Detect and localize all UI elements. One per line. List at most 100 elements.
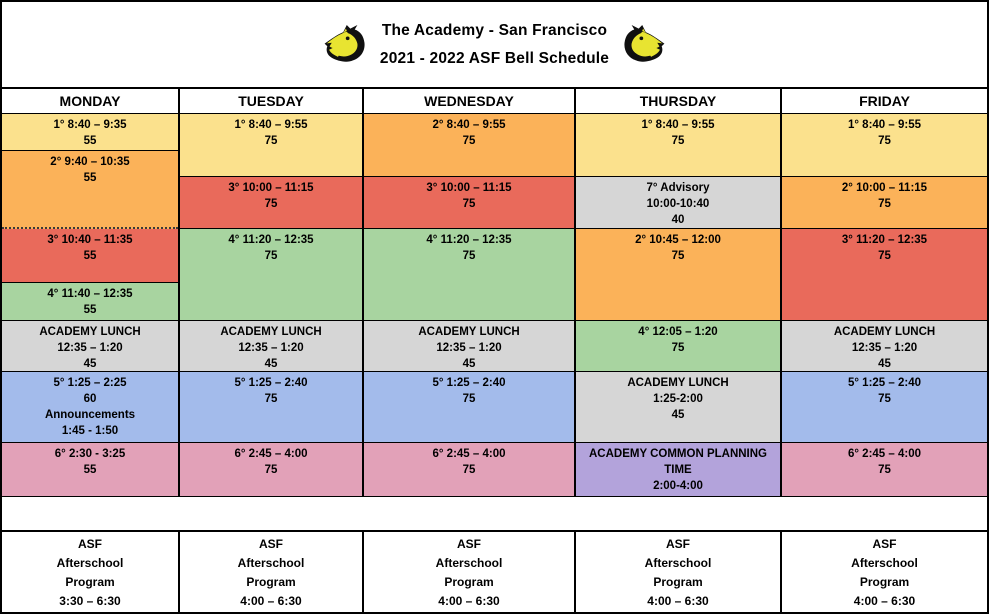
schedule-cell-friday-6: 6° 2:45 – 4:00 75 — [782, 443, 987, 497]
afterschool-line: Program — [653, 575, 703, 589]
cell-line: 75 — [878, 250, 891, 262]
cell-line: 45 — [83, 358, 97, 370]
afterschool-line: ASF — [457, 537, 481, 551]
cell-line: 10:00-10:40 — [646, 198, 710, 210]
schedule-cell-tuesday-3: 4° 11:20 – 12:35 75 — [180, 229, 362, 321]
day-column-wednesday: WEDNESDAY 2° 8:40 – 9:55 75 3° 10:00 – 11:1… — [362, 89, 574, 497]
day-header-tuesday: TUESDAY — [180, 89, 362, 114]
afterschool-cell-monday: ASF Afterschool Program 3:30 – 6:30 — [2, 532, 178, 612]
schedule-cell-tuesday-2: 3° 10:00 – 11:15 75 — [180, 177, 362, 229]
afterschool-cell-friday: ASF Afterschool Program 4:00 – 6:30 — [780, 532, 987, 612]
school-title: The Academy - San Francisco — [381, 21, 608, 39]
cell-line: 12:35 – 1:20 — [238, 342, 304, 354]
day-header-wednesday: WEDNESDAY — [364, 89, 574, 114]
schedule-cell-friday-5: 5° 1:25 – 2:40 75 — [782, 372, 987, 443]
afterschool-cell-wednesday: ASF Afterschool Program 4:00 – 6:30 — [362, 532, 574, 612]
cell-line: 75 — [671, 135, 685, 147]
cell-line: 2:00-4:00 — [653, 480, 703, 492]
day-column-tuesday: TUESDAY 1° 8:40 – 9:55 75 3° 10:00 – 11:15 7… — [178, 89, 362, 497]
cell-line: 75 — [878, 198, 891, 210]
cell-line: 4° 11:40 – 12:35 — [47, 288, 133, 300]
schedule-subtitle: 2021 - 2022 ASF Bell Schedule — [379, 49, 610, 67]
cell-line: 45 — [462, 358, 476, 370]
spacer-row — [2, 497, 987, 532]
afterschool-line: 4:00 – 6:30 — [647, 594, 709, 608]
cell-line: Announcements — [44, 409, 136, 421]
afterschool-line: ASF — [78, 537, 102, 551]
cell-line: 55 — [83, 464, 97, 476]
cell-line: ACADEMY LUNCH — [220, 326, 322, 338]
cell-line: 2° 9:40 – 10:35 — [50, 156, 130, 168]
afterschool-line: ASF — [666, 537, 690, 551]
cell-line: 75 — [264, 393, 278, 405]
cell-line: 1° 8:40 – 9:55 — [234, 119, 308, 131]
schedule-cell-friday-1: 1° 8:40 – 9:55 75 — [782, 114, 987, 177]
cell-line: 75 — [264, 198, 278, 210]
schedule-cell-thursday-1: 1° 8:40 – 9:55 75 — [576, 114, 780, 177]
cell-line: 1:45 - 1:50 — [61, 425, 119, 437]
cell-line: 55 — [83, 135, 97, 147]
cell-line: ACADEMY LUNCH — [833, 326, 936, 338]
cell-line: 75 — [878, 464, 891, 476]
cell-line: 3° 10:00 – 11:15 — [228, 182, 314, 194]
afterschool-line: ASF — [259, 537, 283, 551]
schedule-cell-wednesday-6: 6° 2:45 – 4:00 75 — [364, 443, 574, 497]
afterschool-cell-tuesday: ASF Afterschool Program 4:00 – 6:30 — [178, 532, 362, 612]
cell-line: 3° 10:40 – 11:35 — [47, 234, 133, 246]
cell-line: 4° 11:20 – 12:35 — [426, 234, 512, 246]
schedule-cell-monday-6: 5° 1:25 – 2:25 60 Announcements 1:45 - 1:50 — [2, 372, 178, 443]
wolf-mascot-right-icon — [621, 24, 667, 65]
afterschool-line: 4:00 – 6:30 — [240, 594, 302, 608]
schedule-cell-thursday-4: 4° 12:05 – 1:20 75 — [576, 321, 780, 372]
afterschool-line: Afterschool — [237, 556, 305, 570]
cell-line: 55 — [83, 250, 97, 262]
afterschool-cell-thursday: ASF Afterschool Program 4:00 – 6:30 — [574, 532, 780, 612]
cell-line: 2° 8:40 – 9:55 — [432, 119, 506, 131]
schedule-cell-tuesday-6: 6° 2:45 – 4:00 75 — [180, 443, 362, 497]
cell-line: 55 — [83, 172, 97, 184]
cell-line: TIME — [664, 464, 692, 476]
cell-line: 75 — [462, 198, 476, 210]
afterschool-line: Program — [246, 575, 296, 589]
schedule-cell-monday-2: 2° 9:40 – 10:35 55 — [2, 151, 178, 229]
cell-line: 12:35 – 1:20 — [57, 342, 123, 354]
cell-line: ACADEMY COMMON PLANNING — [588, 448, 768, 460]
cell-line: 5° 1:25 – 2:40 — [432, 377, 506, 389]
cell-line: 7° Advisory — [646, 182, 710, 194]
schedule-cell-wednesday-2: 3° 10:00 – 11:15 75 — [364, 177, 574, 229]
afterschool-line: Afterschool — [435, 556, 503, 570]
cell-line: 45 — [671, 409, 685, 421]
cell-line: 6° 2:45 – 4:00 — [432, 448, 506, 460]
cell-line: 5° 1:25 – 2:25 — [53, 377, 127, 389]
cell-line: 6° 2:30 - 3:25 — [54, 448, 126, 460]
schedule-cell-monday-5: ACADEMY LUNCH 12:35 – 1:20 45 — [2, 321, 178, 372]
schedule-cell-tuesday-1: 1° 8:40 – 9:55 75 — [180, 114, 362, 177]
cell-line: 1° 8:40 – 9:55 — [641, 119, 715, 131]
cell-line: ACADEMY LUNCH — [39, 326, 141, 338]
cell-line: 55 — [83, 304, 97, 316]
wolf-mascot-left-icon — [322, 24, 368, 65]
schedule-cell-wednesday-4: ACADEMY LUNCH 12:35 – 1:20 45 — [364, 321, 574, 372]
afterschool-line: 4:00 – 6:30 — [853, 594, 916, 608]
cell-line: 5° 1:25 – 2:40 — [847, 377, 921, 389]
cell-line: 75 — [264, 464, 278, 476]
schedule-cell-monday-1: 1° 8:40 – 9:35 55 — [2, 114, 178, 151]
cell-line: 6° 2:45 – 4:00 — [234, 448, 308, 460]
cell-line: 4° 12:05 – 1:20 — [638, 326, 718, 338]
afterschool-line: Program — [444, 575, 494, 589]
cell-line: 75 — [462, 135, 476, 147]
schedule-cell-wednesday-1: 2° 8:40 – 9:55 75 — [364, 114, 574, 177]
cell-line: ACADEMY LUNCH — [418, 326, 520, 338]
afterschool-line: Afterschool — [56, 556, 124, 570]
day-header-monday: MONDAY — [2, 89, 178, 114]
afterschool-line: Afterschool — [644, 556, 712, 570]
title-block: The Academy - San Francisco 2021 - 2022 … — [380, 22, 609, 68]
cell-line: 45 — [878, 358, 891, 370]
day-column-friday: FRIDAY 1° 8:40 – 9:55 75 2° 10:00 – 11:15 75… — [780, 89, 987, 497]
cell-line: 75 — [462, 464, 476, 476]
cell-line: 1° 8:40 – 9:55 — [847, 119, 921, 131]
afterschool-line: ASF — [872, 537, 897, 551]
cell-line: 75 — [671, 342, 685, 354]
afterschool-line: Afterschool — [851, 556, 918, 570]
cell-line: 4° 11:20 – 12:35 — [228, 234, 314, 246]
